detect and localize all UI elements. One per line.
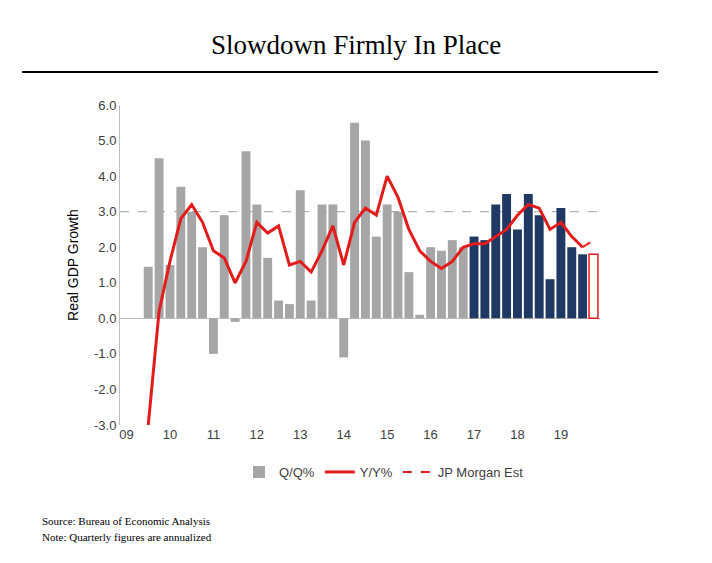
svg-text:18: 18 [510,427,524,442]
svg-text:13: 13 [293,427,307,442]
svg-text:Real GDP Growth: Real GDP Growth [65,209,81,321]
svg-text:11: 11 [207,427,221,442]
svg-text:3.0: 3.0 [98,204,116,219]
svg-text:12: 12 [250,427,264,442]
svg-text:6.0: 6.0 [98,98,116,113]
svg-text:Note: Quarterly figures are an: Note: Quarterly figures are annualized [42,531,212,543]
svg-text:0.0: 0.0 [98,311,116,326]
svg-text:10: 10 [163,427,177,442]
svg-text:1.0: 1.0 [98,275,116,290]
svg-text:17: 17 [467,427,481,442]
svg-text:4.0: 4.0 [98,169,116,184]
svg-text:-3.0: -3.0 [94,418,116,433]
svg-text:JP Morgan Est: JP Morgan Est [438,465,523,480]
svg-text:Slowdown Firmly In Place: Slowdown Firmly In Place [211,30,501,60]
svg-text:Y/Y%: Y/Y% [360,465,393,480]
svg-text:19: 19 [554,427,568,442]
svg-text:Q/Q%: Q/Q% [279,465,315,480]
svg-text:09: 09 [119,427,133,442]
svg-text:16: 16 [423,427,437,442]
svg-text:14: 14 [336,427,350,442]
svg-text:2.0: 2.0 [98,240,116,255]
svg-text:15: 15 [380,427,394,442]
svg-text:-1.0: -1.0 [94,346,116,361]
svg-text:-2.0: -2.0 [94,382,116,397]
svg-text:Source: Bureau of Economic Ana: Source: Bureau of Economic Analysis [42,515,210,527]
svg-text:5.0: 5.0 [98,133,116,148]
